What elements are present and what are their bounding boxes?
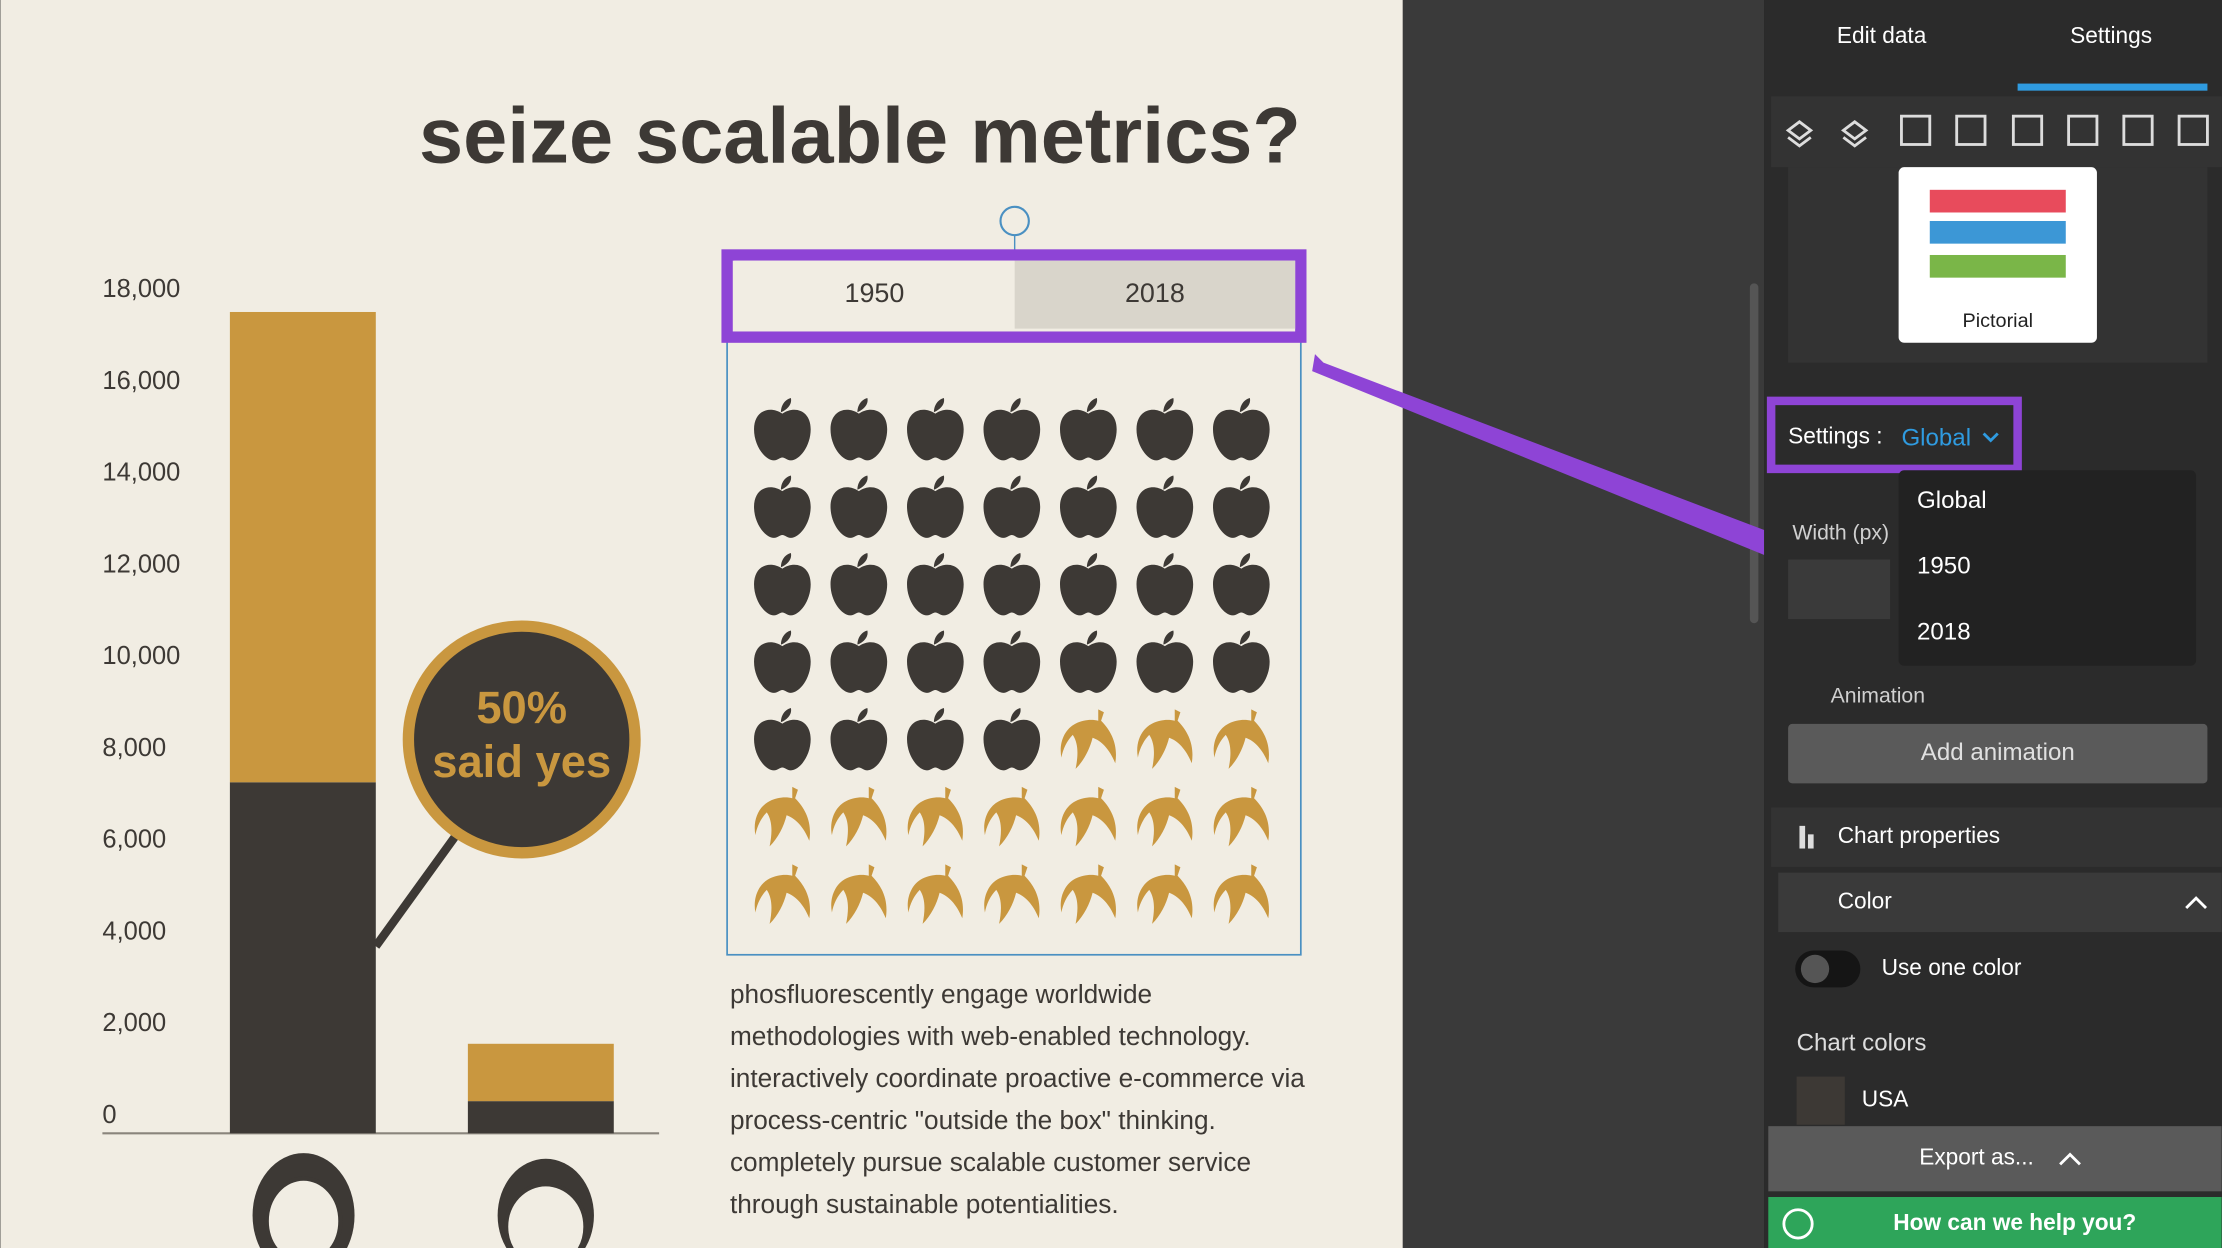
color-item: USA <box>1862 1086 1909 1112</box>
toolbar-icons[interactable] <box>1785 114 2209 148</box>
help: How can we help you? <box>1893 1209 2136 1235</box>
export: Export as... <box>1919 1144 2034 1170</box>
tab[interactable] <box>1014 260 1296 329</box>
settings-value[interactable]: Global <box>1901 424 1971 451</box>
bar-segment <box>467 1101 614 1134</box>
animation-label: Animation <box>1831 684 1925 708</box>
bar-segment <box>229 782 376 1134</box>
bar-segment <box>229 311 376 783</box>
y-tick-label: 10,000 <box>102 642 180 670</box>
chart-kind: Pictorial <box>1963 310 2034 332</box>
tab[interactable]: Settings <box>2070 22 2152 48</box>
tab-label: 1950 <box>845 278 905 308</box>
dropdown-item[interactable]: 2018 <box>1917 619 1971 646</box>
paragraph-line: process-centric "outside the box" thinki… <box>730 1105 1216 1135</box>
highlight-tabs <box>721 249 1307 343</box>
y-tick-label: 14,000 <box>102 459 180 487</box>
width-label: Width (px) <box>1792 521 1889 545</box>
y-tick-label: 6,000 <box>102 826 166 854</box>
paragraph: phosfluorescently engage worldwide method… <box>730 979 1305 1219</box>
chart-colors: Chart colors <box>1797 1029 1927 1056</box>
annotation-pointer <box>372 826 465 949</box>
chevron <box>2059 1152 2081 1166</box>
settings-label: Settings : <box>1788 423 1882 449</box>
y-tick-label: 2,000 <box>102 1009 166 1037</box>
dropdown-item[interactable]: Global <box>1917 487 1987 514</box>
thumbnail <box>1929 189 2066 278</box>
toolbar <box>1771 96 2222 168</box>
faces <box>252 1153 594 1248</box>
icon <box>1799 825 1806 849</box>
color-row[interactable] <box>1778 872 2222 933</box>
y-tick-label: 4,000 <box>102 917 166 945</box>
color-heading: Color <box>1838 887 1893 913</box>
add-animation-label: Add animation <box>1921 739 2075 766</box>
help-icon <box>1782 1208 1814 1240</box>
dropdown-items: Global 1950 2018 <box>1917 487 1987 646</box>
toggle-knob <box>1800 954 1830 984</box>
annotation-text: said yes <box>432 736 611 787</box>
paragraph-line: completely pursue scalable customer serv… <box>730 1147 1251 1177</box>
help-bar[interactable] <box>1768 1197 2222 1248</box>
highlight-settings <box>1766 396 2022 474</box>
chart-properties-row[interactable] <box>1771 807 2222 867</box>
color-swatch[interactable] <box>1796 1076 1845 1125</box>
paragraph-line: methodologies with web-enabled technolog… <box>730 1021 1251 1051</box>
y-tick-label: 12,000 <box>102 550 180 578</box>
annotation-bubble <box>402 620 641 859</box>
tab[interactable] <box>734 260 1015 329</box>
tab[interactable]: Edit data <box>1837 22 1927 48</box>
paragraph-line: phosfluorescently engage worldwide <box>730 979 1152 1009</box>
bar-segment <box>467 1043 614 1102</box>
chevron <box>2185 896 2208 910</box>
y-tick-label: 18,000 <box>102 275 180 303</box>
annotation-text: 50% <box>476 682 567 733</box>
paragraph-line: interactively coordinate proactive e-com… <box>730 1063 1305 1093</box>
icon <box>1807 834 1814 849</box>
canvas <box>0 0 1403 1248</box>
use-one-color: Use one color <box>1882 954 2022 980</box>
bar-chart: 0 2,000 4,000 6,000 8,000 10,000 12,000 14,000 1… <box>102 275 641 1134</box>
tab-indicator <box>2017 83 2208 91</box>
dropdown <box>1898 470 2197 666</box>
scrollbar <box>1749 283 1759 624</box>
pictorial-chart: 1950 2018 <box>734 260 1296 924</box>
y-tick-label: 0 <box>102 1101 116 1129</box>
workspace <box>1402 0 1765 1248</box>
export-bar[interactable] <box>1768 1126 2222 1192</box>
add-animation[interactable] <box>1788 723 2208 784</box>
y-tick-label: 16,000 <box>102 367 180 395</box>
tab-label: 2018 <box>1125 278 1185 308</box>
arrow <box>1312 354 1913 603</box>
chart-properties: Chart properties <box>1838 822 2000 848</box>
chevron <box>1982 432 1999 443</box>
paragraph-line: through sustainable potentialities. <box>730 1189 1119 1219</box>
width-input[interactable] <box>1788 559 1891 620</box>
dropdown-item[interactable]: 1950 <box>1917 553 1971 580</box>
title: seize scalable metrics? <box>419 91 1301 180</box>
y-tick-label: 8,000 <box>102 734 166 762</box>
